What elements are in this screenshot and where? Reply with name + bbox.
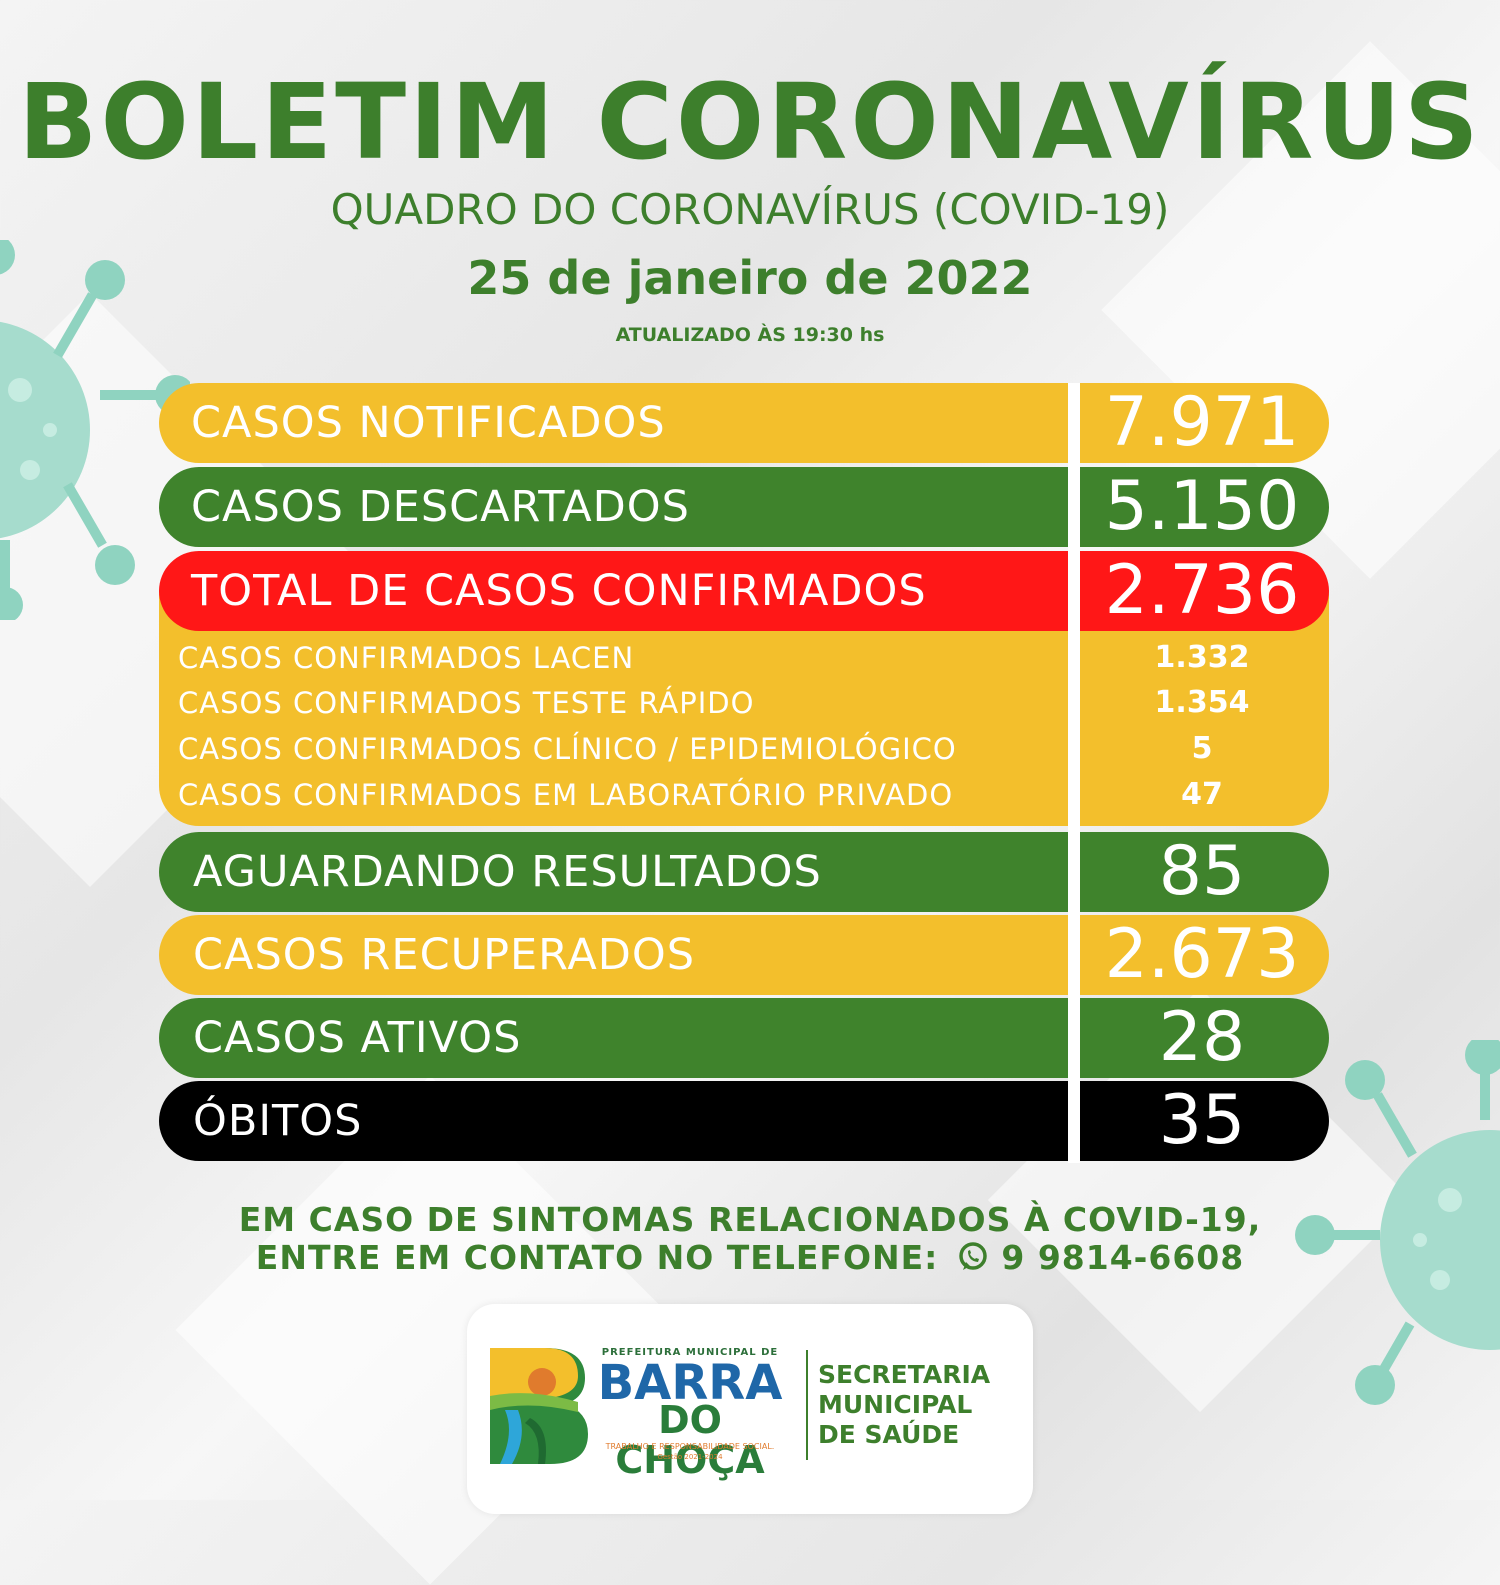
page-title: BOLETIM CORONAVÍRUS [18, 61, 1482, 183]
department-line-2: MUNICIPAL [818, 1390, 973, 1419]
row-label: CASOS RECUPERADOS [193, 930, 695, 980]
whatsapp-icon [959, 1242, 987, 1270]
virus-icon [1295, 1040, 1500, 1405]
row-label: ÓBITOS [193, 1096, 363, 1146]
row-value: 2.736 [1104, 551, 1300, 630]
footer-line-2: ENTRE EM CONTATO NO TELEFONE: 9 9814-660… [0, 1236, 1500, 1280]
row-value: 2.673 [1104, 915, 1300, 994]
updated-time: ATUALIZADO ÀS 19:30 hs [615, 324, 885, 346]
barra-do-choca-logo-icon [490, 1348, 588, 1464]
breakdown-label: CASOS CONFIRMADOS CLÍNICO / EPIDEMIOLÓGI… [178, 732, 957, 766]
row-value: 5.150 [1104, 467, 1300, 546]
row-value: 85 [1158, 832, 1246, 911]
row-value: 7.971 [1104, 383, 1300, 462]
row-label: CASOS ATIVOS [193, 1013, 522, 1063]
row-value: 35 [1158, 1081, 1246, 1160]
logo-separator [806, 1350, 808, 1460]
report-date: 25 de janeiro de 2022 [467, 251, 1033, 305]
breakdown-value: 5 [1191, 731, 1213, 766]
row-label: CASOS DESCARTADOS [191, 482, 690, 532]
department-line-3: DE SAÚDE [818, 1420, 960, 1449]
virus-icon [0, 240, 190, 620]
row-label: TOTAL DE CASOS CONFIRMADOS [191, 566, 927, 616]
column-divider [1068, 383, 1080, 1163]
breakdown-value: 1.354 [1154, 685, 1250, 720]
row-value: 28 [1158, 998, 1246, 1077]
page-subtitle: QUADRO DO CORONAVÍRUS (COVID-19) [330, 185, 1170, 234]
logo-name-line2: DO CHOÇA [615, 1398, 765, 1482]
footer-contact-text: ENTRE EM CONTATO NO TELEFONE: [255, 1238, 939, 1277]
breakdown-value: 47 [1181, 777, 1223, 812]
row-label: CASOS NOTIFICADOS [191, 398, 666, 448]
footer-line-1: EM CASO DE SINTOMAS RELACIONADOS À COVID… [238, 1200, 1262, 1239]
breakdown-label: CASOS CONFIRMADOS EM LABORATÓRIO PRIVADO [178, 778, 954, 812]
row-casos-ativos: CASOS ATIVOS 28 [159, 998, 1329, 1078]
row-label: AGUARDANDO RESULTADOS [193, 847, 822, 897]
breakdown-label: CASOS CONFIRMADOS TESTE RÁPIDO [178, 686, 755, 720]
phone-number[interactable]: 9 9814-6608 [1001, 1238, 1245, 1277]
row-casos-notificados: CASOS NOTIFICADOS 7.971 [159, 383, 1329, 463]
department-line-1: SECRETARIA [818, 1360, 991, 1389]
row-obitos: ÓBITOS 35 [159, 1081, 1329, 1161]
logo-top-text: PREFEITURA MUNICIPAL DE [601, 1347, 779, 1358]
logo-term: Gestão 2021-2024 [657, 1453, 723, 1461]
row-casos-recuperados: CASOS RECUPERADOS 2.673 [159, 915, 1329, 995]
row-aguardando-resultados: AGUARDANDO RESULTADOS 85 [159, 832, 1329, 912]
breakdown-label: CASOS CONFIRMADOS LACEN [178, 641, 635, 675]
row-casos-descartados: CASOS DESCARTADOS 5.150 [159, 467, 1329, 547]
logo-tagline: TRABALHO E RESPONSABILIDADE SOCIAL. [605, 1442, 775, 1451]
row-total-confirmados: TOTAL DE CASOS CONFIRMADOS 2.736 [159, 551, 1329, 631]
logo-name-line1: BARRA [597, 1355, 783, 1411]
breakdown-value: 1.332 [1154, 640, 1250, 675]
